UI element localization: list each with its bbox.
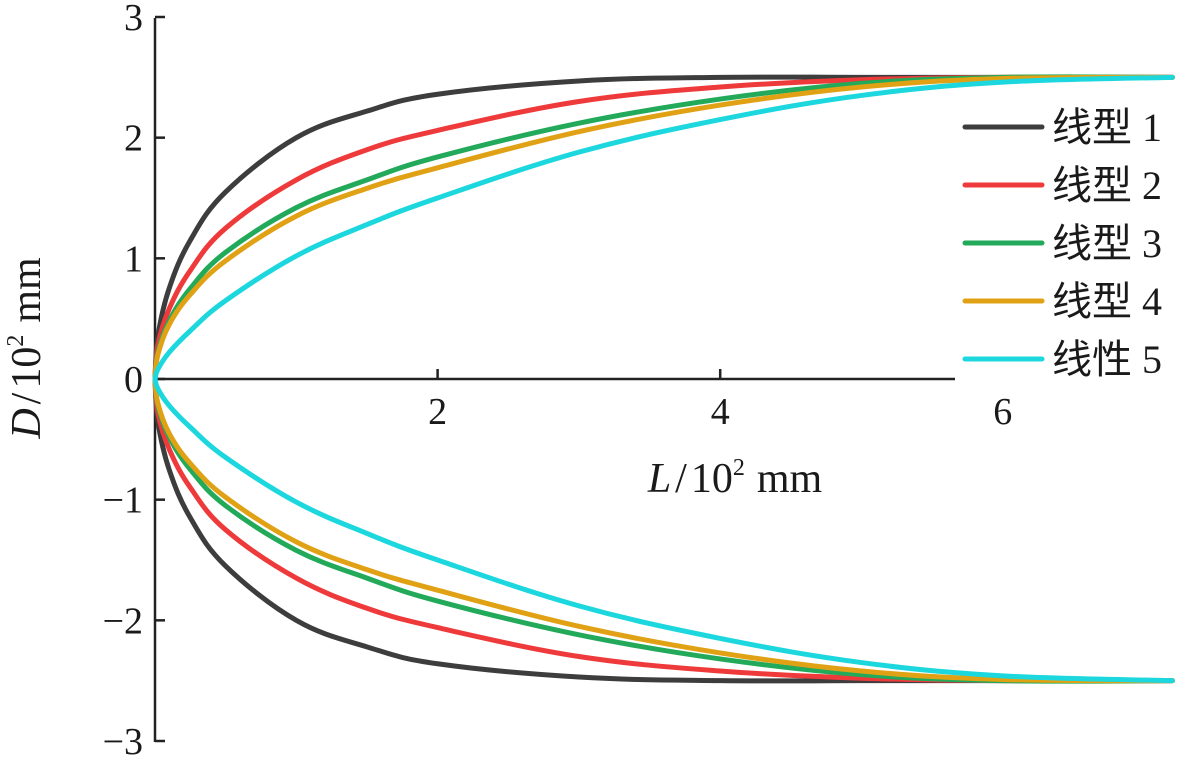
- series-line-upper-5: [152, 74, 1175, 382]
- x-axis-variable: L: [647, 456, 671, 502]
- y-tick-label: 2: [124, 118, 143, 160]
- y-tick-label: 3: [124, 0, 143, 39]
- y-axis-unit-exponent: 2: [3, 335, 29, 347]
- y-axis-unit: mm: [4, 257, 50, 323]
- x-tick-label: 4: [711, 391, 730, 433]
- x-tick-label: 2: [428, 391, 447, 433]
- series-line-lower-4: [152, 376, 1175, 684]
- series-line-upper-3: [152, 74, 1175, 382]
- y-tick-label: −3: [103, 721, 143, 756]
- x-axis-unit-base: 10: [691, 456, 733, 502]
- legend-label-2: 线型 2: [1052, 163, 1162, 208]
- legend-label-1: 线型 1: [1052, 105, 1162, 150]
- legend-label-4: 线型 4: [1052, 279, 1162, 324]
- y-axis-unit-base: 10: [4, 347, 50, 389]
- y-tick-label: −1: [103, 480, 143, 522]
- series-group: [152, 74, 1175, 684]
- x-axis-unit-exponent: 2: [733, 455, 745, 481]
- series-line-lower-2: [152, 376, 1175, 684]
- series-line-upper-4: [152, 74, 1175, 382]
- y-tick-label: 1: [124, 238, 143, 280]
- x-axis-separator: /: [675, 456, 687, 502]
- y-axis-separator: /: [4, 392, 50, 404]
- x-tick-label: 6: [993, 391, 1012, 433]
- x-axis-unit: mm: [757, 456, 823, 502]
- series-line-lower-1: [152, 376, 1175, 684]
- y-tick-label: 0: [124, 359, 143, 401]
- series-line-lower-3: [152, 376, 1175, 684]
- x-axis-label: L/102 mm: [647, 455, 823, 502]
- legend-label-5: 线性 5: [1052, 337, 1162, 382]
- legend: 线型 1 线型 2 线型 3 线型 4 线性 5: [955, 95, 1200, 387]
- y-tick-label: −2: [103, 600, 143, 642]
- series-line-lower-5: [152, 376, 1175, 684]
- legend-label-3: 线型 3: [1052, 221, 1162, 266]
- y-axis-label: D / 102 mm: [3, 257, 50, 440]
- y-axis-variable: D: [4, 408, 50, 439]
